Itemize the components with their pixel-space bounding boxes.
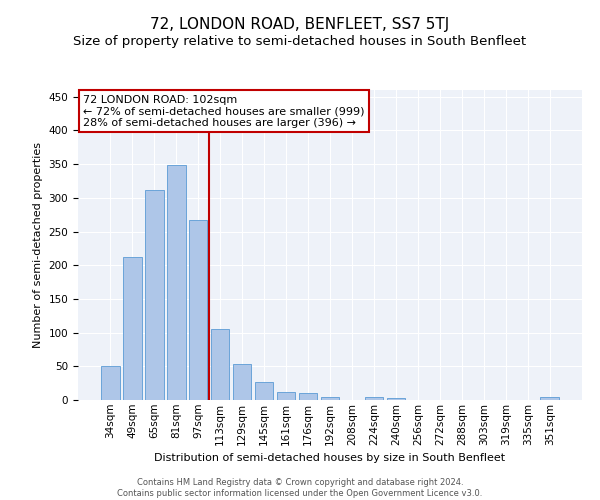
Bar	[541, 398, 559, 400]
Bar	[365, 396, 383, 400]
Bar	[101, 366, 119, 400]
X-axis label: Distribution of semi-detached houses by size in South Benfleet: Distribution of semi-detached houses by …	[154, 453, 506, 463]
Bar	[123, 257, 142, 400]
Bar	[145, 190, 164, 400]
Bar	[233, 364, 251, 400]
Bar	[211, 329, 229, 400]
Bar	[189, 220, 208, 400]
Bar	[277, 392, 295, 400]
Text: Contains HM Land Registry data © Crown copyright and database right 2024.
Contai: Contains HM Land Registry data © Crown c…	[118, 478, 482, 498]
Bar	[255, 382, 274, 400]
Bar	[320, 396, 340, 400]
Text: Size of property relative to semi-detached houses in South Benfleet: Size of property relative to semi-detach…	[73, 35, 527, 48]
Text: 72 LONDON ROAD: 102sqm
← 72% of semi-detached houses are smaller (999)
28% of se: 72 LONDON ROAD: 102sqm ← 72% of semi-det…	[83, 94, 365, 128]
Text: 72, LONDON ROAD, BENFLEET, SS7 5TJ: 72, LONDON ROAD, BENFLEET, SS7 5TJ	[151, 18, 449, 32]
Bar	[386, 398, 405, 400]
Bar	[299, 392, 317, 400]
Y-axis label: Number of semi-detached properties: Number of semi-detached properties	[33, 142, 43, 348]
Bar	[167, 165, 185, 400]
